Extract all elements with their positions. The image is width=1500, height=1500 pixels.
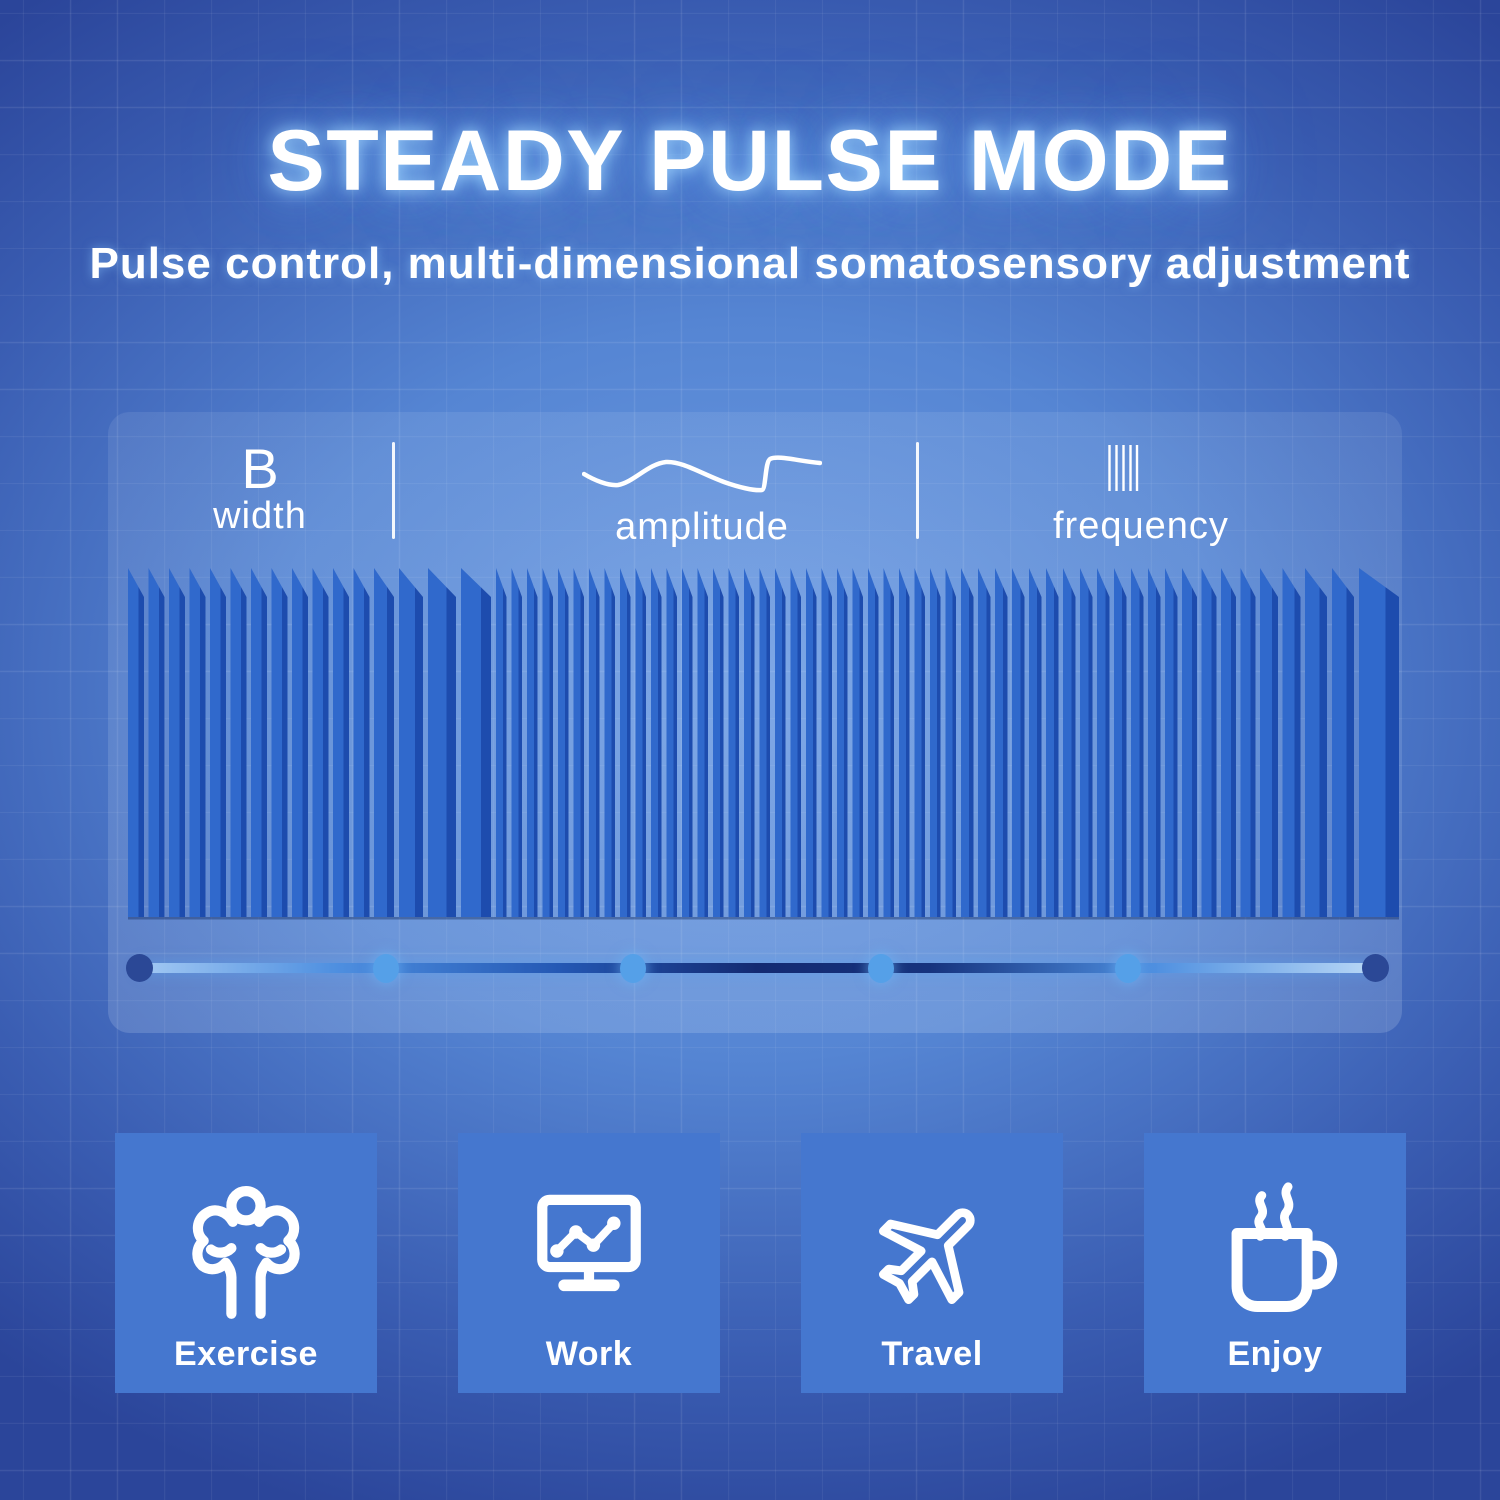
card-travel: Travel bbox=[801, 1133, 1063, 1393]
slider-dot[interactable] bbox=[868, 953, 894, 983]
slider-dot[interactable] bbox=[126, 953, 153, 982]
page-subtitle: Pulse control, multi-dimensional somatos… bbox=[89, 239, 1411, 288]
card-exercise: Exercise bbox=[115, 1133, 377, 1393]
card-label: Exercise bbox=[174, 1335, 318, 1373]
width-label: width bbox=[213, 495, 307, 537]
slider-dot[interactable] bbox=[373, 953, 399, 983]
pulse-width-icon: B bbox=[241, 437, 279, 500]
travel-icon bbox=[857, 1177, 1007, 1325]
amplitude-label: amplitude bbox=[615, 506, 789, 548]
card-label: Work bbox=[545, 1335, 633, 1373]
label-divider bbox=[916, 442, 919, 539]
exercise-icon bbox=[173, 1177, 319, 1325]
slider-track[interactable] bbox=[139, 963, 1375, 973]
card-enjoy: Enjoy bbox=[1144, 1133, 1406, 1393]
label-divider bbox=[392, 442, 395, 539]
card-label: Enjoy bbox=[1227, 1335, 1323, 1373]
card-label: Travel bbox=[881, 1335, 983, 1373]
work-icon bbox=[516, 1177, 662, 1325]
slider-dot[interactable] bbox=[620, 953, 646, 983]
frequency-lines-icon bbox=[1108, 445, 1139, 491]
amplitude-wave-icon bbox=[581, 455, 823, 493]
enjoy-icon bbox=[1202, 1177, 1348, 1325]
card-work: Work bbox=[458, 1133, 720, 1393]
page-title: STEADY PULSE MODE bbox=[267, 113, 1233, 209]
slider-dot[interactable] bbox=[1362, 953, 1389, 982]
slider-dot[interactable] bbox=[1115, 953, 1141, 983]
label-group-amplitude: amplitude bbox=[581, 448, 823, 549]
label-group-width: B width bbox=[140, 441, 380, 538]
